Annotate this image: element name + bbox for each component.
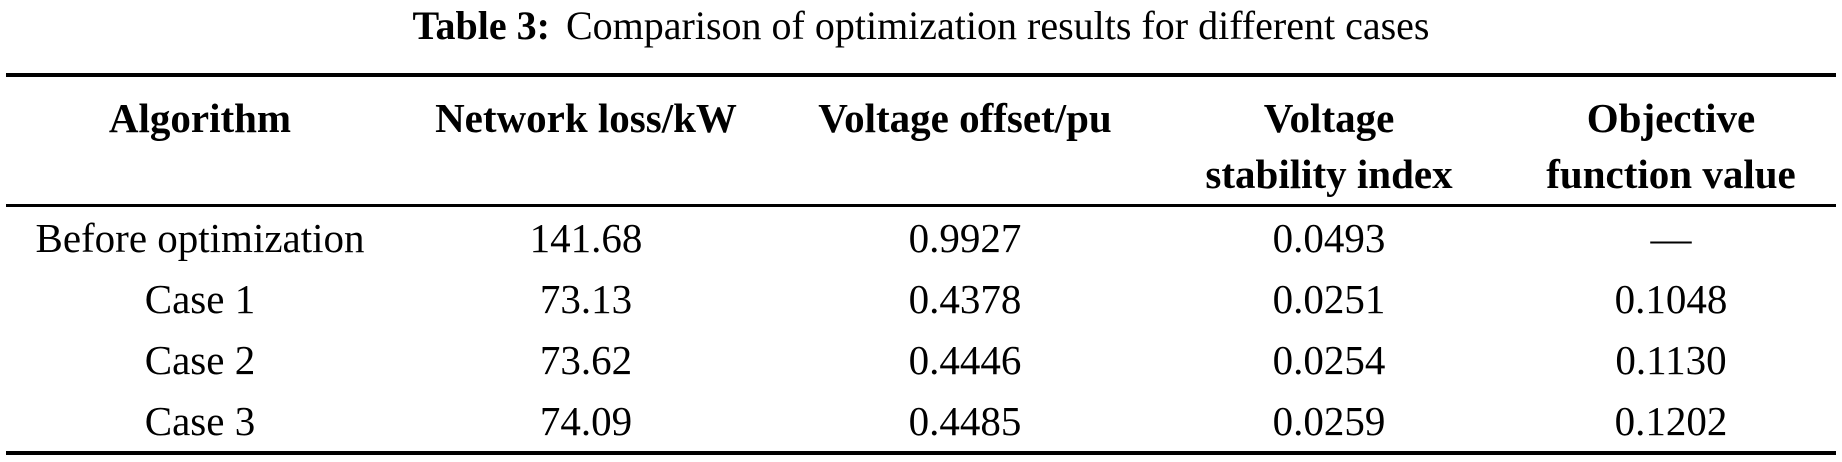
cell-algorithm: Case 1 bbox=[144, 275, 256, 322]
table-row-case-3: Case 3 74.09 0.4485 0.0259 0.1202 bbox=[6, 390, 1836, 453]
col-header-objective-function-value: Objective function value bbox=[1546, 95, 1796, 197]
cell-voltage-stability-index: 0.0254 bbox=[1272, 336, 1386, 383]
header-row: Algorithm Network loss/kW Voltage offset… bbox=[6, 75, 1836, 206]
cell-network-loss: 73.13 bbox=[539, 275, 633, 322]
cell-voltage-offset: 0.4446 bbox=[908, 336, 1022, 383]
caption-text: Comparison of optimization results for d… bbox=[565, 3, 1430, 48]
cell-algorithm: Case 3 bbox=[144, 397, 256, 444]
cell-network-loss: 74.09 bbox=[539, 397, 633, 444]
cell-algorithm: Before optimization bbox=[35, 214, 365, 261]
cell-objective-function-value: — bbox=[1650, 214, 1692, 261]
col-header-voltage-offset: Voltage offset/pu bbox=[818, 95, 1112, 141]
col-header-algorithm: Algorithm bbox=[108, 95, 292, 141]
cell-objective-function-value: 0.1048 bbox=[1614, 275, 1728, 322]
cell-network-loss: 141.68 bbox=[529, 214, 643, 261]
cell-objective-function-value: 0.1202 bbox=[1614, 397, 1728, 444]
cell-voltage-stability-index: 0.0493 bbox=[1272, 214, 1386, 261]
cell-voltage-offset: 0.9927 bbox=[908, 214, 1022, 261]
cell-algorithm: Case 2 bbox=[144, 336, 256, 383]
table-row-case-2: Case 2 73.62 0.4446 0.0254 0.1130 bbox=[6, 329, 1836, 390]
cell-voltage-offset: 0.4485 bbox=[908, 397, 1022, 444]
col-header-voltage-stability-index: Voltage stability index bbox=[1205, 95, 1453, 197]
caption-label: Table 3: bbox=[412, 3, 550, 48]
cell-objective-function-value: 0.1130 bbox=[1615, 336, 1727, 383]
cell-network-loss: 73.62 bbox=[539, 336, 633, 383]
results-table: Algorithm Network loss/kW Voltage offset… bbox=[6, 73, 1836, 455]
table-row-before-optimization: Before optimization 141.68 0.9927 0.0493… bbox=[6, 206, 1836, 269]
table-caption: Table 3: Comparison of optimization resul… bbox=[0, 0, 1842, 50]
cell-voltage-stability-index: 0.0251 bbox=[1272, 275, 1386, 322]
cell-voltage-stability-index: 0.0259 bbox=[1272, 397, 1386, 444]
cell-voltage-offset: 0.4378 bbox=[908, 275, 1022, 322]
col-header-network-loss: Network loss/kW bbox=[435, 95, 737, 141]
table-row-case-1: Case 1 73.13 0.4378 0.0251 0.1048 bbox=[6, 268, 1836, 329]
